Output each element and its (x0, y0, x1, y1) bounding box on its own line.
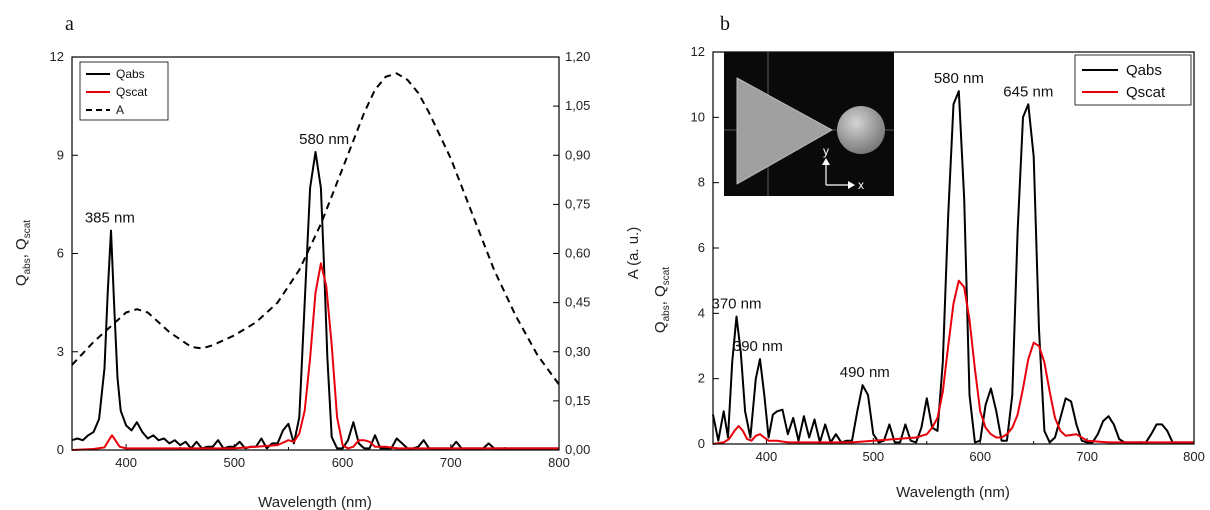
panel-b-series-qscat-line (712, 279, 1194, 445)
panel-b: b 400 500 600 700 800 0 2 4 6 8 10 12 370 nm 390 nm 49… (652, 13, 1205, 501)
panel-a-y2tick-label: 0,60 (565, 246, 590, 261)
inset-x-arrowhead-icon (848, 181, 855, 189)
panel-b-xtick-label: 600 (969, 449, 991, 464)
panel-a-y2label: A (a. u.) (625, 227, 642, 280)
panel-a-ytick-label: 6 (57, 246, 64, 261)
panel-b-ylabel-sub2: scat (661, 267, 672, 286)
panel-b-ylabel-main: Q (652, 321, 669, 333)
panel-b-xtick-label: 800 (1183, 449, 1205, 464)
panel-b-legend-box (1074, 54, 1192, 106)
panel-a-series-a-line (71, 72, 560, 386)
panel-b-ytick-label: 12 (691, 44, 705, 59)
panel-b-peak-annotation: 490 nm (840, 364, 890, 381)
panel-a-y2tick-label: 1,20 (565, 49, 590, 64)
legend-a-qabs-label: Qabs (116, 67, 145, 81)
legend-a-qscat-label: Qscat (116, 85, 148, 99)
svg-text:Qabs, Qscat: Qabs, Qscat (13, 220, 33, 286)
inset-y-label: y (823, 144, 829, 158)
panel-a-y2tick-label: 0,90 (565, 147, 590, 162)
panel-b-xtick-label: 400 (756, 449, 778, 464)
panel-b-peak-annotation: 370 nm (711, 296, 761, 313)
panel-a-ylabel: Qabs, Qscat (13, 220, 33, 286)
panel-a-plot: 400 500 600 700 800 0 3 6 9 12 0,00 0,15 0,30 0,45 0,6… (50, 49, 591, 470)
panel-a-ytick-label: 3 (57, 344, 64, 359)
panel-b-ylabel: Qabs, Qscat (652, 267, 672, 333)
panel-a-ytick-label: 12 (50, 49, 64, 64)
inset-y-arrowhead-icon (822, 158, 830, 165)
panel-b-peak-annotation: 390 nm (733, 338, 783, 355)
panel-a-xtick-label: 800 (548, 455, 570, 470)
panel-b-series-qabs-line (712, 90, 1194, 444)
panel-b-ytick-label: 8 (698, 175, 705, 190)
panel-a-xtick-label: 400 (115, 455, 137, 470)
panel-b-frame (712, 51, 1195, 445)
inset-triangle-shape (736, 77, 833, 185)
panel-a-legend: Qabs Qscat A (79, 61, 169, 121)
panel-b-legend: Qabs Qscat (1074, 54, 1192, 106)
panel-a-letter: a (65, 13, 74, 35)
panel-a-xtick-label: 600 (332, 455, 354, 470)
panel-a-y2tick-label: 0,45 (565, 295, 590, 310)
legend-b-qscat-label: Qscat (1126, 84, 1166, 101)
panel-b-ytick-label: 6 (698, 240, 705, 255)
panel-a: a 400 500 600 700 800 0 3 6 9 12 0,00 0,15 0,30 0,45 0… (13, 13, 642, 510)
panel-b-ylabel-sep: , Q (652, 285, 669, 305)
panel-a-y2tick-label: 0,15 (565, 393, 590, 408)
inset-x-label: x (858, 178, 864, 192)
panel-a-peak-annotation: 580 nm (299, 131, 349, 148)
panel-a-xtick-label: 700 (440, 455, 462, 470)
panel-a-y2tick-label: 1,05 (565, 98, 590, 113)
legend-a-a-label: A (116, 103, 124, 117)
panel-b-ytick-label: 10 (691, 109, 705, 124)
panel-b-ytick-label: 4 (698, 305, 705, 320)
inset-sphere-shape (837, 106, 885, 154)
legend-b-qabs-label: Qabs (1126, 62, 1162, 79)
panel-a-ylabel-sub2: scat (22, 220, 33, 239)
panel-a-ytick-label: 0 (57, 442, 64, 457)
panel-b-xtick-label: 500 (862, 449, 884, 464)
panel-a-frame (71, 56, 560, 451)
panel-a-series-qscat-line (71, 262, 559, 451)
panel-b-xtick-label: 700 (1076, 449, 1098, 464)
panel-b-ylabel-sub1: abs (661, 305, 672, 321)
svg-text:Qabs, Qscat: Qabs, Qscat (652, 267, 672, 333)
panel-a-ylabel-sub1: abs (22, 258, 33, 274)
panel-b-ytick-label: 2 (698, 371, 705, 386)
panel-b-xlabel: Wavelength (nm) (896, 484, 1010, 501)
panel-a-y2tick-label: 0,00 (565, 442, 590, 457)
panel-a-ylabel-main: Q (13, 274, 30, 286)
panel-b-inset: y x (724, 52, 894, 196)
panel-b-ytick-label: 0 (698, 436, 705, 451)
panel-a-peak-annotation: 385 nm (85, 210, 135, 227)
panel-a-y2tick-label: 0,75 (565, 196, 590, 211)
panel-a-xtick-label: 500 (223, 455, 245, 470)
panel-a-xlabel: Wavelength (nm) (258, 494, 372, 510)
panel-a-ytick-label: 9 (57, 147, 64, 162)
panel-b-letter: b (720, 13, 730, 35)
panel-a-ylabel-sep: , Q (13, 238, 30, 258)
panel-b-plot: 400 500 600 700 800 0 2 4 6 8 10 12 370 nm 390 nm 490 … (691, 44, 1205, 464)
panel-b-peak-annotation: 645 nm (1003, 83, 1053, 100)
panel-b-peak-annotation: 580 nm (934, 70, 984, 87)
panel-a-y2tick-label: 0,30 (565, 344, 590, 359)
